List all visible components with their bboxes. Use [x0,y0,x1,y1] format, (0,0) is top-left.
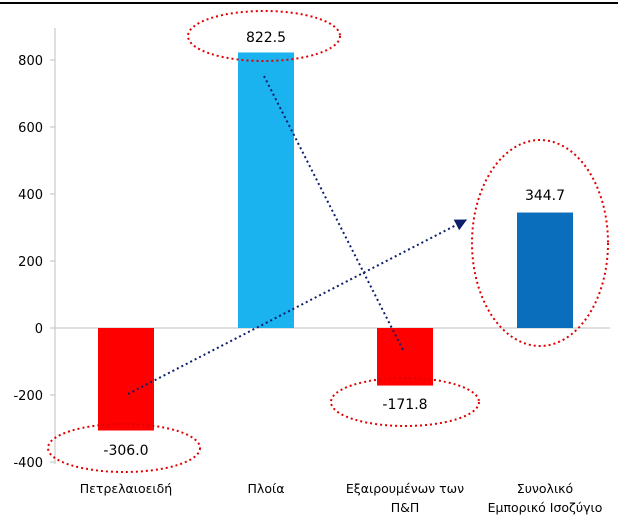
arrow-ships-to-excluding [263,75,405,353]
x-tick-label: Πλοία [248,481,285,496]
x-tick-label: Εξαιρουμένων των [346,481,464,496]
data-label: 822.5 [246,30,286,46]
y-tick-label: -400 [13,456,43,471]
y-tick-label: 800 [18,54,43,69]
annotation-ellipse-total [471,139,609,347]
bar [238,52,294,329]
bar [98,328,154,431]
arrow-petroleum-to-total [127,219,468,395]
x-tick-label: Συνολικό [517,481,573,496]
bar [377,328,433,386]
y-tick-label: -200 [13,389,43,404]
annotation-ellipse-ships [187,10,341,62]
annotation-ellipse-petroleum [47,423,201,473]
y-tick-label: 400 [18,188,43,203]
x-tick-label: Π&Π [391,500,420,515]
data-label: -306.0 [103,443,148,459]
x-tick-label: Πετρελαιοειδή [80,481,172,496]
y-tick-label: 200 [18,255,43,270]
x-tick-label: Εμπορικό Ισοζύγιο [488,500,603,515]
annotation-ellipse-excluding [330,377,480,427]
y-tick-label: 0 [35,322,43,337]
y-tick-label: 600 [18,121,43,136]
data-label: 344.7 [525,188,565,204]
bar [517,212,573,328]
data-label: -171.8 [382,397,427,413]
